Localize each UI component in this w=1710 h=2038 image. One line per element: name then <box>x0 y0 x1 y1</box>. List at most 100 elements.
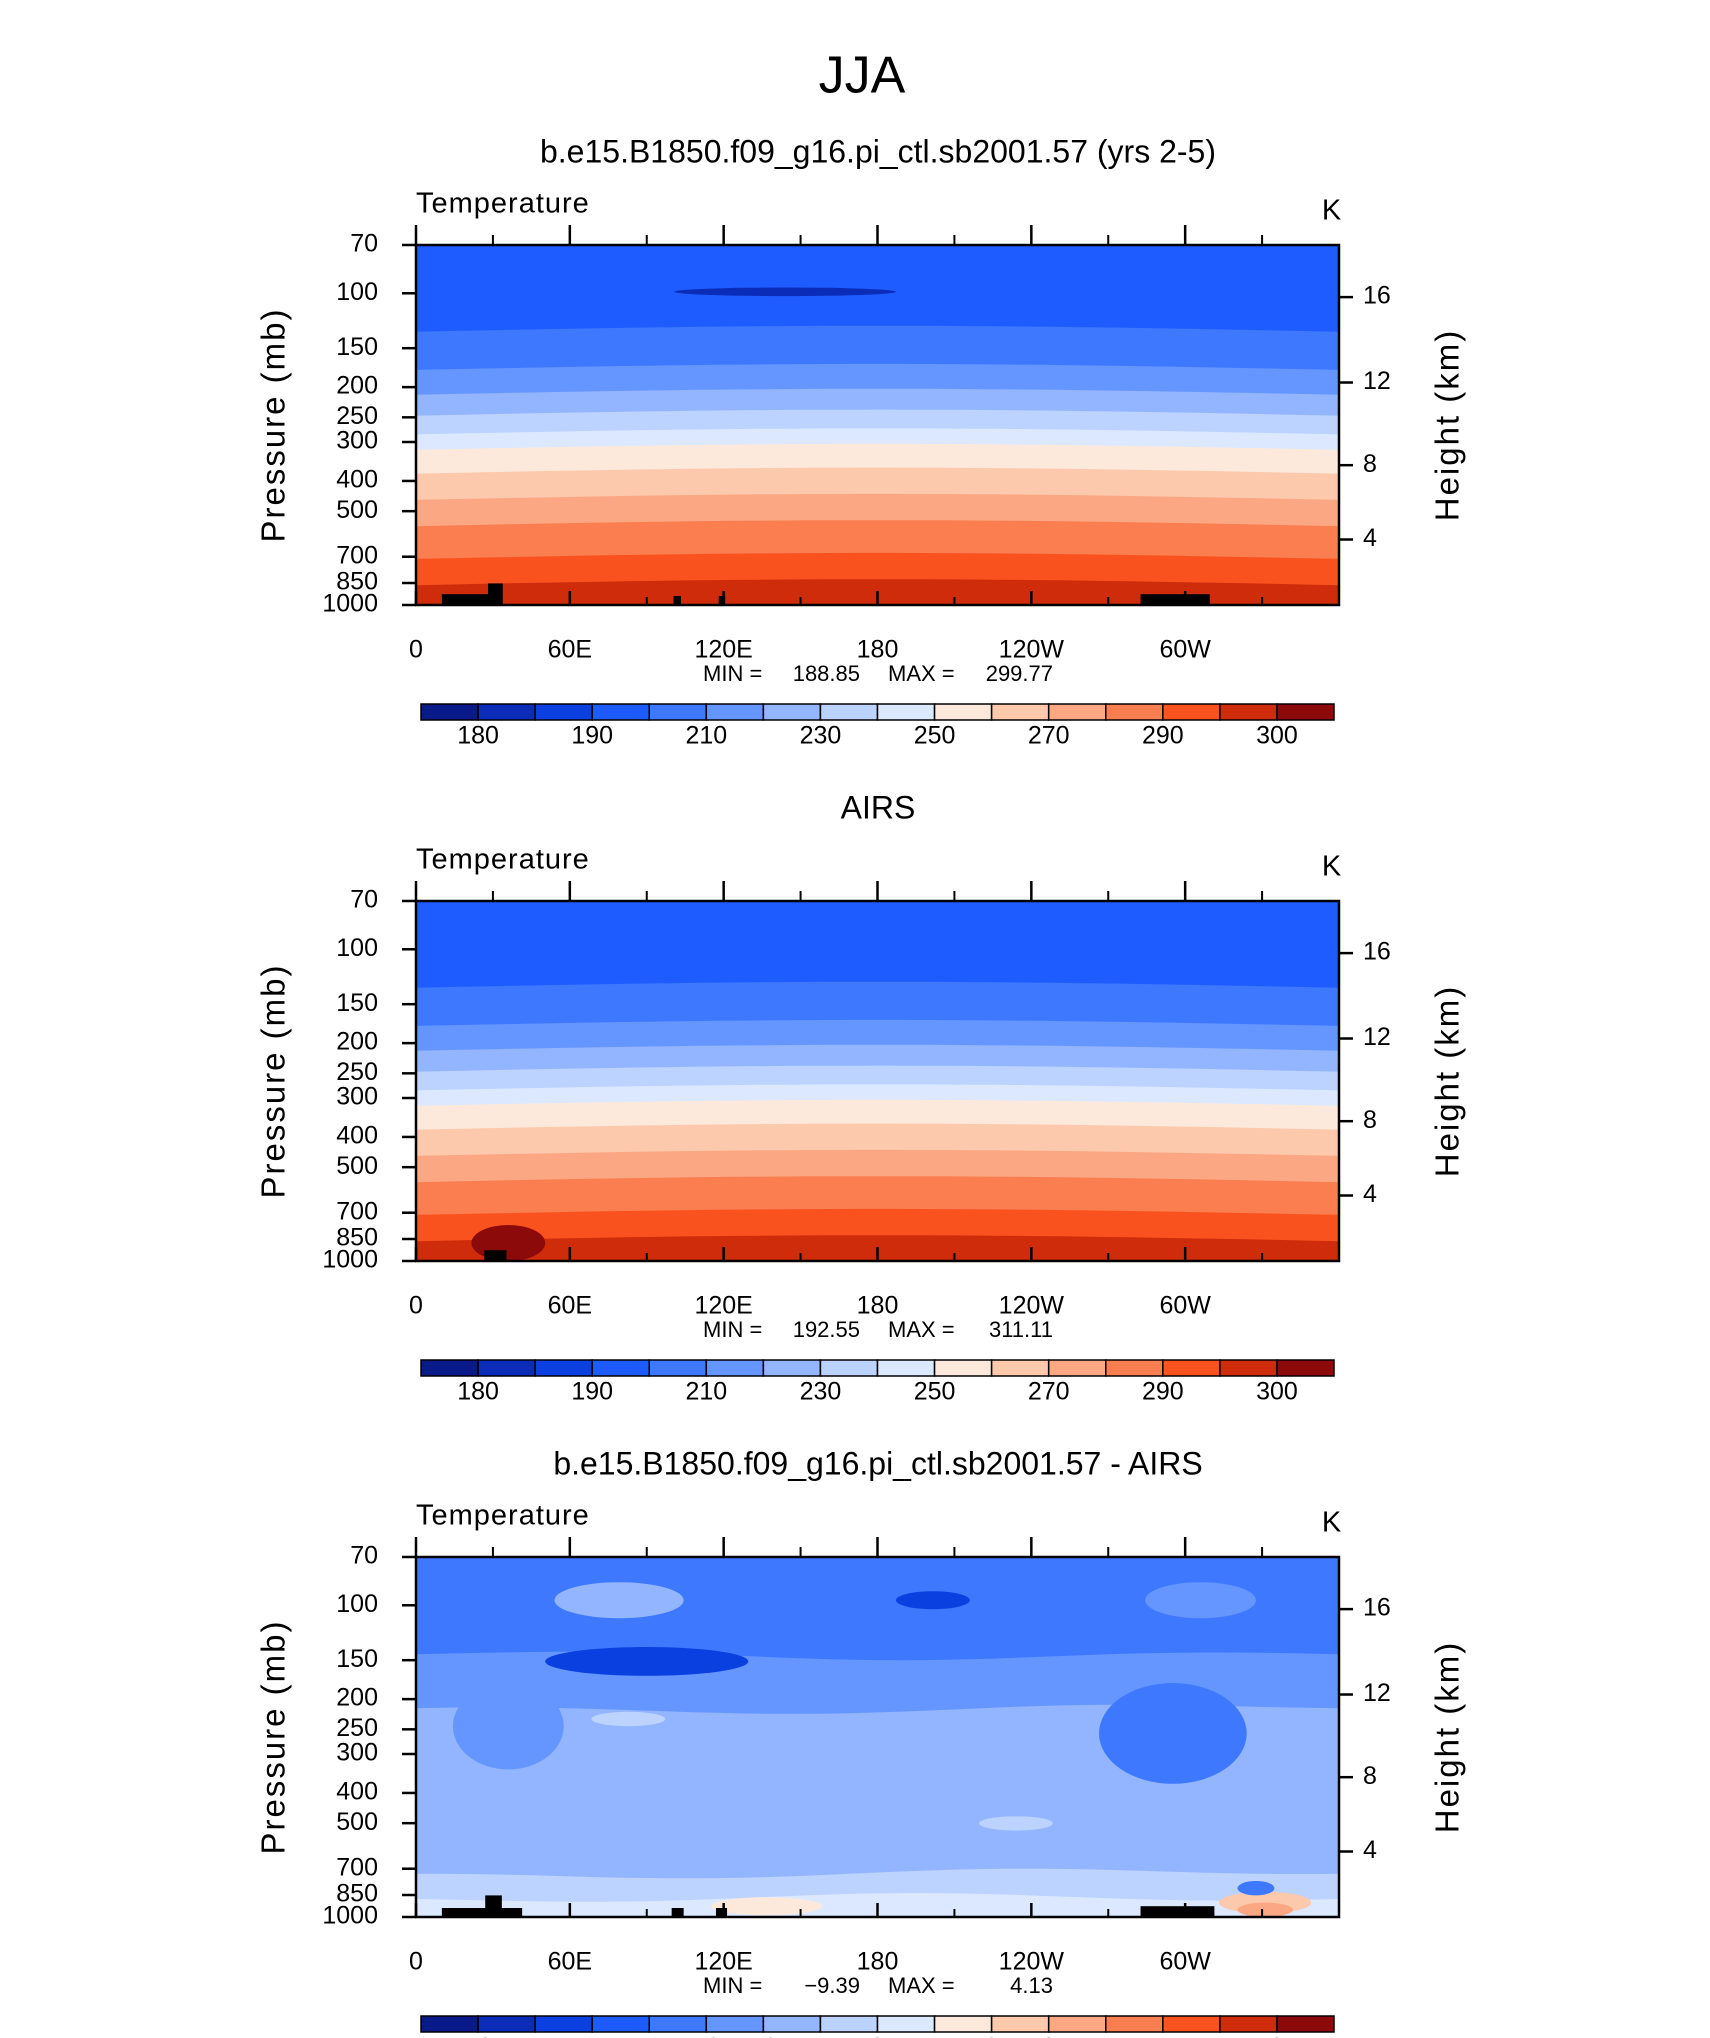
colorbar-label: −1 <box>806 2034 835 2038</box>
y-tick-label: 300 <box>336 1083 378 1111</box>
y2-tick-label: 12 <box>1363 367 1391 395</box>
colorbar-box <box>1105 1359 1164 1377</box>
y-axis-label: Pressure (mb) <box>255 963 292 1198</box>
colorbar-box <box>762 703 822 721</box>
topography <box>441 594 494 605</box>
colorbar-box <box>819 703 879 721</box>
max-label: MAX = <box>888 661 955 686</box>
max-label: MAX = <box>888 1973 955 1998</box>
colorbar-label: −9 <box>464 2034 493 2038</box>
contour-blob <box>1237 1902 1293 1918</box>
topography <box>715 1908 728 1917</box>
colorbar-box <box>933 2015 993 2033</box>
y-tick-label: 70 <box>350 886 378 914</box>
units-label: K <box>1322 851 1342 883</box>
colorbar-box <box>477 2015 536 2033</box>
max-value: 299.77 <box>986 661 1053 686</box>
figure-title: JJA <box>819 47 906 105</box>
y-tick-label: 150 <box>336 989 378 1017</box>
y2-tick-label: 8 <box>1363 1106 1377 1134</box>
contour-blob <box>1237 1881 1275 1896</box>
y-tick-label: 150 <box>336 333 378 361</box>
variable-label: Temperature <box>416 844 590 876</box>
x-tick-label: 60W <box>1159 636 1211 664</box>
y-tick-label: 500 <box>336 1808 378 1836</box>
topography <box>1140 594 1210 605</box>
contour-blob <box>471 1225 546 1261</box>
x-tick-label: 60E <box>548 636 592 664</box>
colorbar-box <box>477 1359 536 1377</box>
units-label: K <box>1322 195 1342 227</box>
y-tick-label: 200 <box>336 1028 378 1056</box>
y-tick-label: 400 <box>336 466 378 494</box>
min-value: 188.85 <box>793 661 860 686</box>
colorbar-box <box>1047 1359 1107 1377</box>
colorbar-label: 300 <box>1256 722 1298 750</box>
contour-field <box>416 245 1339 605</box>
y-tick-label: 1000 <box>322 1902 378 1930</box>
y-tick-label: 400 <box>336 1778 378 1806</box>
y2-axis-label: Height (km) <box>1429 1641 1466 1834</box>
colorbar-label: −4 <box>635 2034 664 2038</box>
colorbar-box <box>1219 703 1278 721</box>
colorbar-box <box>1162 1359 1221 1377</box>
colorbar-label: −5 <box>578 2034 607 2038</box>
colorbar-label: 180 <box>457 722 499 750</box>
colorbar-box <box>1219 1359 1278 1377</box>
colorbar-label: 230 <box>800 722 842 750</box>
y-tick-label: 70 <box>350 230 378 258</box>
colorbar-label: 4 <box>1099 2034 1113 2038</box>
y2-tick-label: 12 <box>1363 1679 1391 1707</box>
colorbar-box <box>534 703 593 721</box>
colorbar-box <box>933 703 993 721</box>
y2-axis-label: Height (km) <box>1429 985 1466 1178</box>
contour-blob <box>1099 1683 1247 1784</box>
y2-tick-label: 4 <box>1363 1180 1377 1208</box>
y2-tick-label: 16 <box>1363 1594 1391 1622</box>
colorbar-box <box>1047 703 1107 721</box>
y-tick-label: 500 <box>336 1152 378 1180</box>
colorbar-label: 290 <box>1142 722 1184 750</box>
colorbar-box <box>1219 2015 1278 2033</box>
colorbar-label: 2 <box>985 2034 999 2038</box>
topography <box>673 596 681 605</box>
contour-field <box>416 1557 1339 1918</box>
x-tick-label: 120E <box>694 1948 752 1976</box>
colorbar-box <box>819 2015 879 2033</box>
x-tick-label: 60E <box>548 1948 592 1976</box>
y-tick-label: 100 <box>336 934 378 962</box>
colorbar-label: 230 <box>800 1378 842 1406</box>
y-tick-label: 100 <box>336 1590 378 1618</box>
colorbar-label: 250 <box>914 1378 956 1406</box>
y-tick-label: 1000 <box>322 1246 378 1274</box>
max-label: MAX = <box>888 1317 955 1342</box>
colorbar-box <box>648 2015 708 2033</box>
variable-label: Temperature <box>416 188 590 220</box>
x-tick-label: 60E <box>548 1292 592 1320</box>
colorbar-label: −7 <box>521 2034 550 2038</box>
y-tick-label: 200 <box>336 1684 378 1712</box>
x-tick-label: 0 <box>409 636 423 664</box>
colorbar-label: 270 <box>1028 1378 1070 1406</box>
topography <box>487 583 503 605</box>
x-tick-label: 120W <box>999 1948 1065 1976</box>
min-value: −9.39 <box>804 1973 860 1998</box>
colorbar-box <box>1276 2015 1335 2033</box>
colorbar-box <box>705 703 765 721</box>
y-tick-label: 700 <box>336 541 378 569</box>
contour-blob <box>674 287 896 297</box>
colorbar-box <box>876 2015 936 2033</box>
colorbar-label: 0 <box>871 2034 885 2038</box>
y-tick-label: 1000 <box>322 590 378 618</box>
y2-tick-label: 16 <box>1363 282 1391 310</box>
colorbar-box <box>990 703 1050 721</box>
colorbar-box <box>1276 703 1335 721</box>
min-label: MIN = <box>703 1973 762 1998</box>
colorbar-box <box>819 1359 879 1377</box>
colorbar-box <box>648 703 708 721</box>
colorbar-label: 270 <box>1028 722 1070 750</box>
panel-title: AIRS <box>841 789 916 825</box>
max-value: 4.13 <box>1010 1973 1053 1998</box>
y-tick-label: 100 <box>336 278 378 306</box>
